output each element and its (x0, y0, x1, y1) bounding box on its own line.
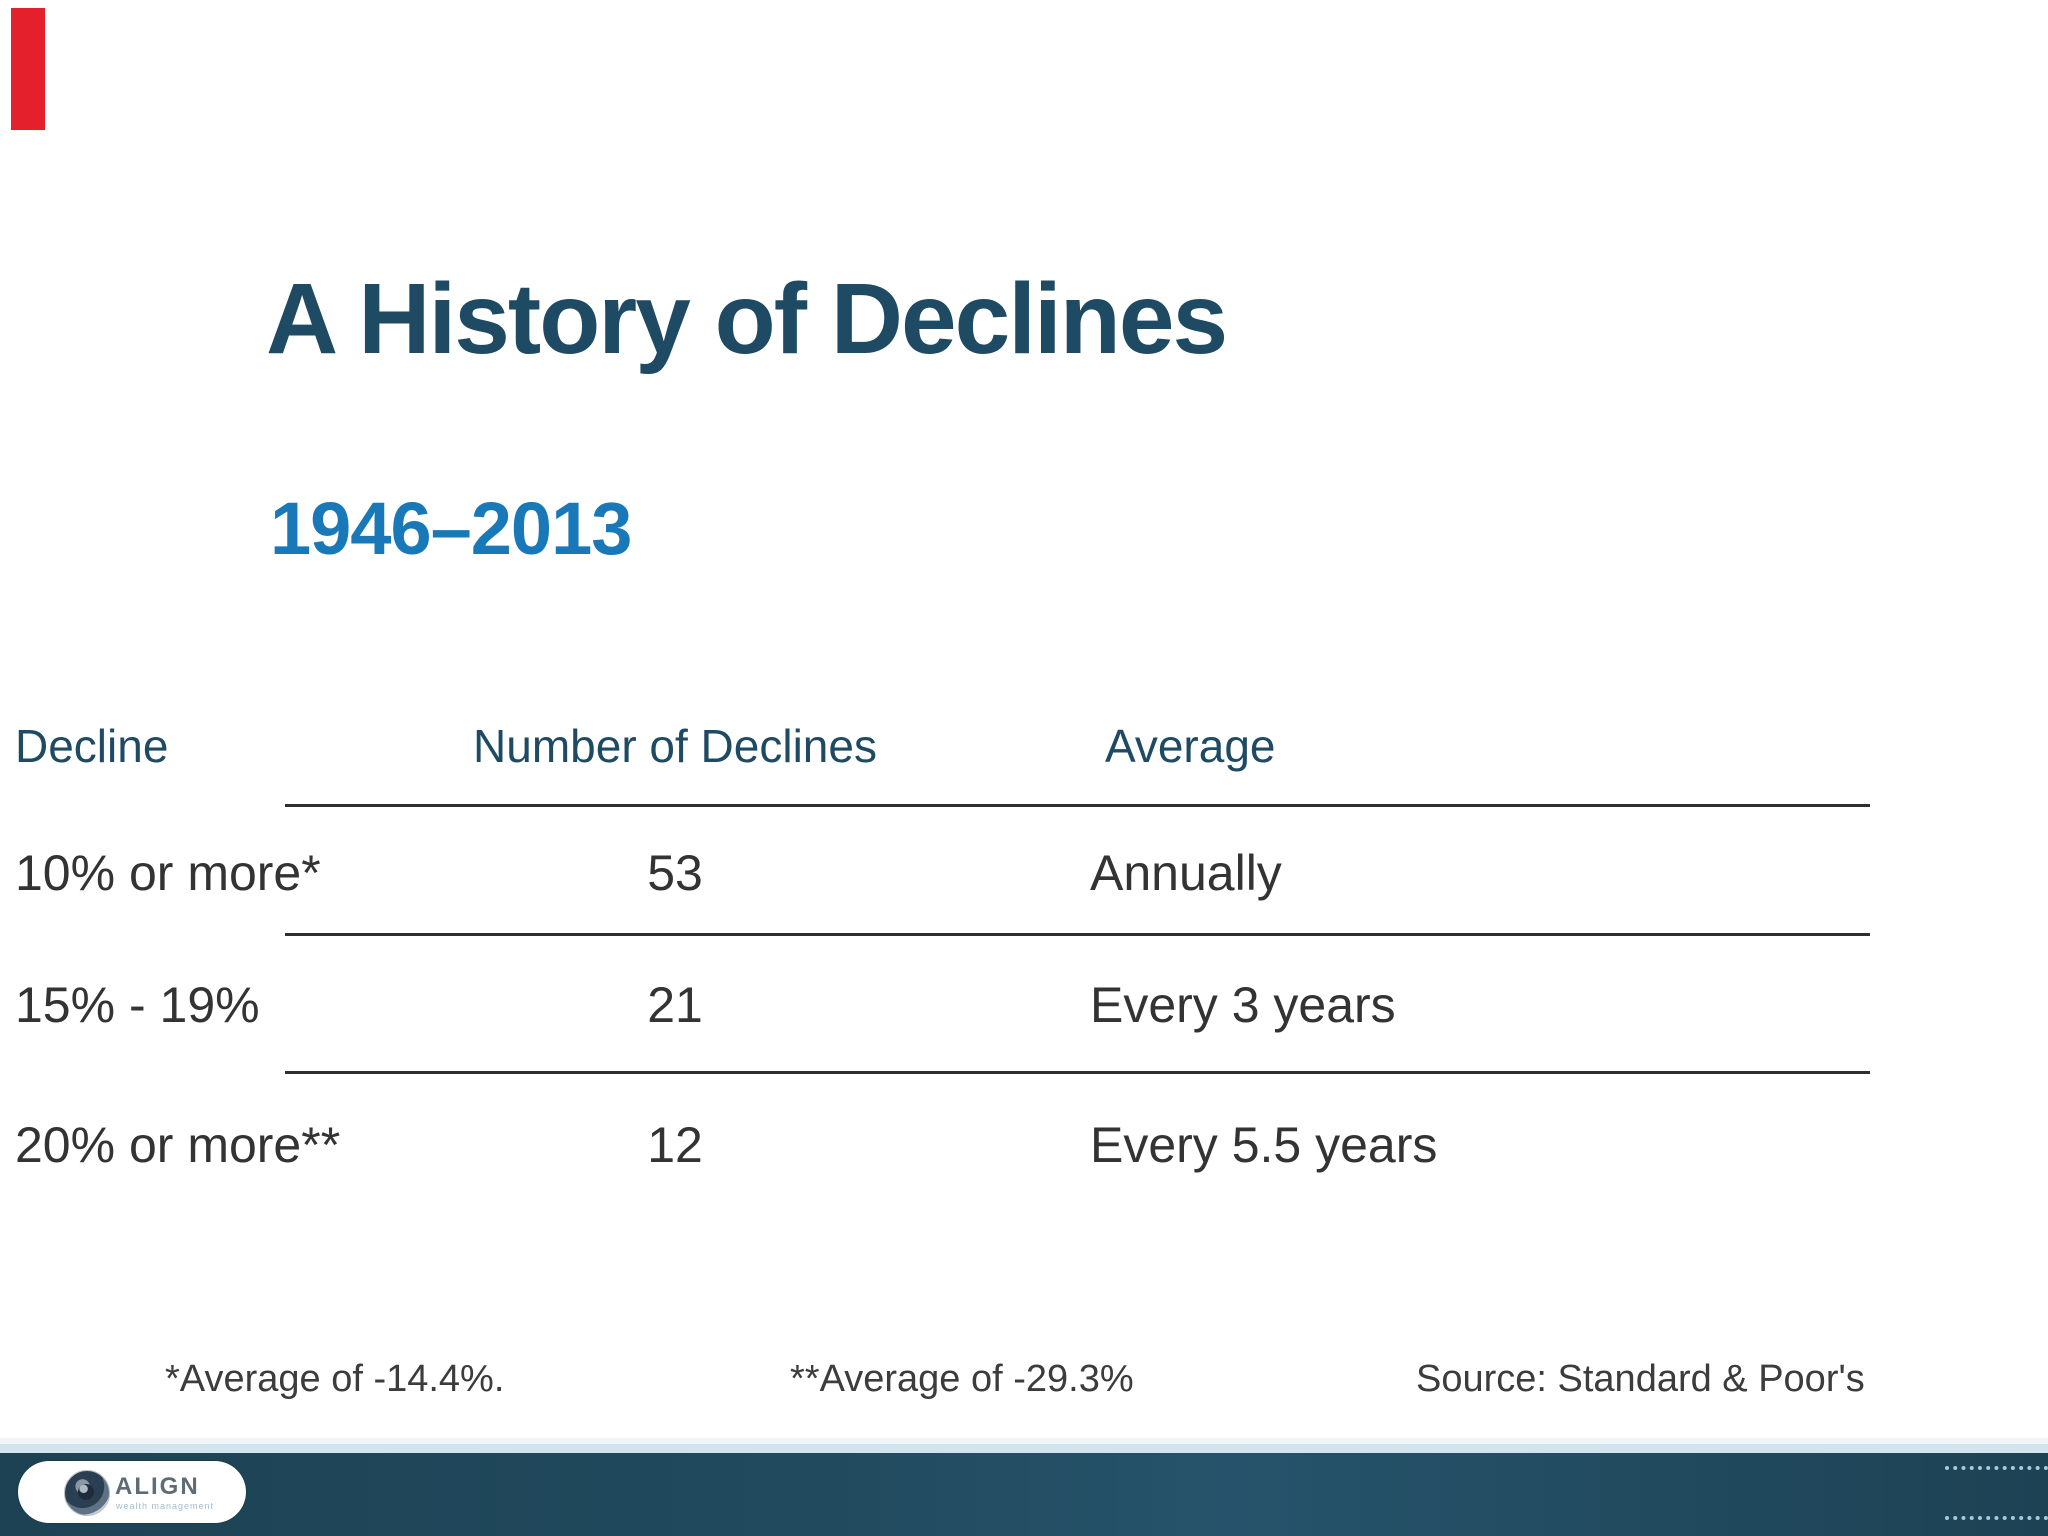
footnote-average-29: **Average of -29.3% (790, 1358, 1134, 1400)
table-row: 15% - 19% 21 Every 3 years (0, 973, 2048, 1037)
footer-bar (0, 1453, 2048, 1536)
table-header-divider (285, 804, 1870, 807)
align-logo-lens (78, 1484, 94, 1500)
table-row: 20% or more** 12 Every 5.5 years (0, 1113, 2048, 1177)
row1-average: Annually (1090, 845, 1282, 901)
table-row-divider (285, 933, 1870, 936)
table-header-decline: Decline (15, 720, 169, 772)
align-logo-pill: ALIGN wealth management (18, 1461, 246, 1523)
row2-average: Every 3 years (1090, 977, 1396, 1033)
table-header-number-of-declines: Number of Declines (473, 720, 877, 772)
row2-count: 21 (647, 977, 703, 1033)
row2-decline: 15% - 19% (15, 977, 260, 1033)
page-subtitle: 1946–2013 (270, 487, 632, 571)
align-logo-tagline: wealth management (116, 1501, 215, 1511)
table-header-average: Average (1105, 720, 1276, 772)
row1-count: 53 (647, 845, 703, 901)
red-accent-bar (11, 8, 45, 130)
table-header-row: Decline Number of Declines Average (0, 712, 2048, 780)
page-title: A History of Declines (266, 263, 1228, 375)
align-logo-icon (64, 1470, 110, 1516)
table-row-divider (285, 1071, 1870, 1074)
row3-decline: 20% or more** (15, 1117, 341, 1173)
row3-average: Every 5.5 years (1090, 1117, 1438, 1173)
footer-blue-stripe (0, 1444, 2048, 1453)
source-credit: Source: Standard & Poor's (1416, 1358, 1865, 1400)
table-row: 10% or more* 53 Annually (0, 841, 2048, 905)
footer-dotted-line-bottom (1945, 1516, 2048, 1520)
footnote-average-14: *Average of -14.4%. (165, 1358, 505, 1400)
footer-dotted-line-top (1945, 1466, 2048, 1470)
row1-decline: 10% or more* (15, 845, 321, 901)
footer-light-stripe (0, 1438, 2048, 1444)
row3-count: 12 (647, 1117, 703, 1173)
align-logo-wordmark: ALIGN (115, 1473, 200, 1500)
